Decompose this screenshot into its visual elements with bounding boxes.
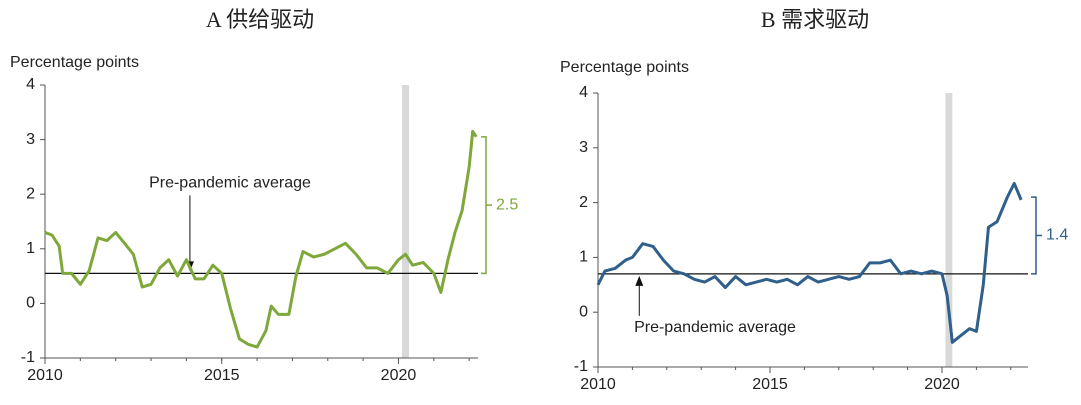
y-axis-label: Percentage points [560, 59, 689, 76]
series-line [44, 129, 478, 349]
x-tick-label: 2020 [924, 376, 960, 393]
shaded-period [402, 85, 410, 358]
y-tick-label: 2 [579, 194, 588, 211]
y-tick-label: 3 [26, 131, 35, 148]
arrow-head [635, 275, 644, 286]
annotation-label: 2.5 [496, 196, 518, 213]
chart-title: B 需求驱动 [761, 7, 869, 32]
x-tick-label: 2010 [580, 376, 616, 393]
y-tick-label: 3 [579, 139, 588, 156]
reference-label: Pre-pandemic average [149, 175, 311, 192]
y-tick-label: 4 [579, 84, 588, 101]
shaded-period [945, 93, 953, 367]
x-tick-label: 2015 [204, 367, 240, 384]
y-tick-label: 0 [26, 295, 35, 312]
annotation-label: 1.4 [1046, 227, 1068, 244]
y-tick-label: -1 [21, 349, 35, 366]
y-tick-label: 4 [26, 76, 35, 93]
y-tick-label: 1 [579, 249, 588, 266]
x-tick-label: 2015 [752, 376, 788, 393]
y-tick-label: 1 [26, 240, 35, 257]
y-axis-label: Percentage points [10, 54, 139, 71]
reference-label: Pre-pandemic average [634, 319, 796, 336]
y-tick-label: 0 [579, 303, 588, 320]
annotation-bracket [481, 136, 492, 275]
annotation-bracket [1031, 196, 1042, 275]
chart-title: A 供给驱动 [206, 7, 314, 32]
y-tick-label: 2 [26, 185, 35, 202]
x-tick-label: 2010 [27, 367, 63, 384]
series-line [596, 181, 1023, 344]
y-tick-label: -1 [574, 358, 588, 375]
x-tick-label: 2020 [381, 367, 417, 384]
